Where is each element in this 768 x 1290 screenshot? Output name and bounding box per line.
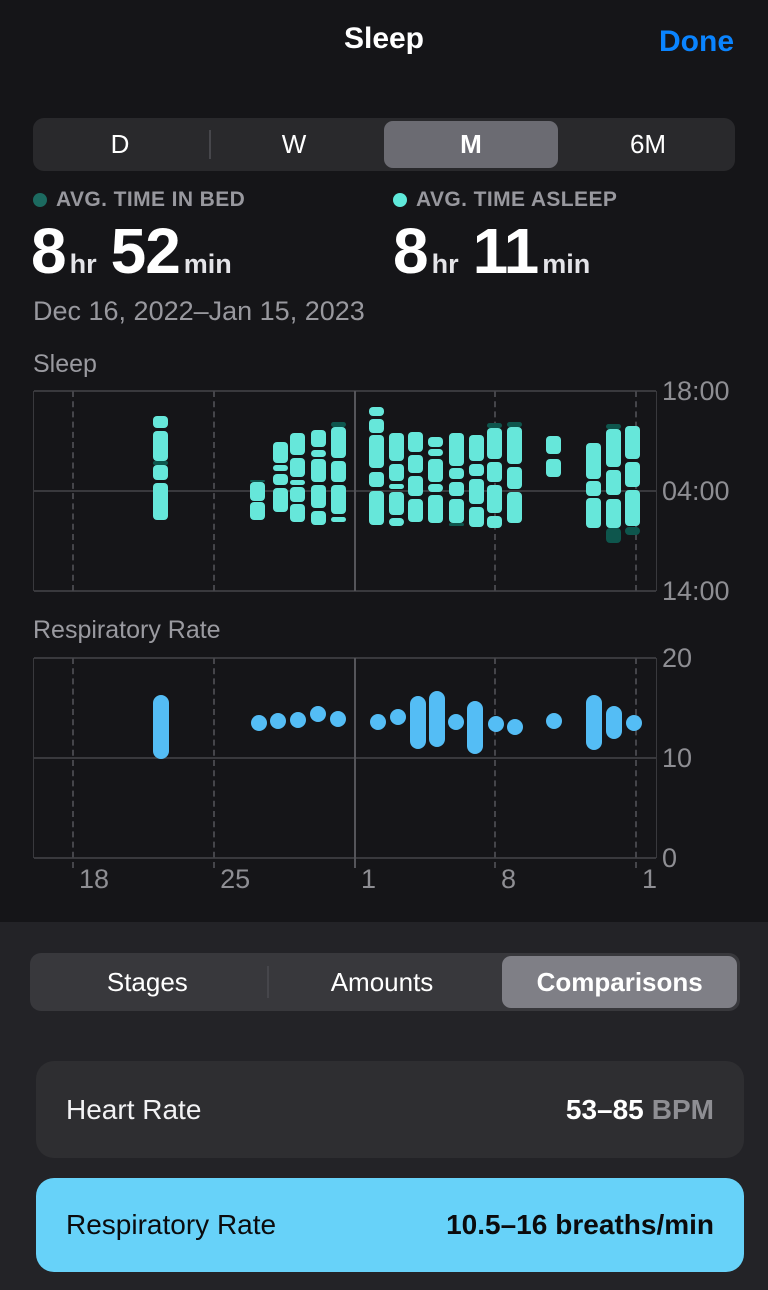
view-segment-stages[interactable]: Stages xyxy=(106,966,188,997)
page-title: Sleep xyxy=(343,22,425,55)
period-segment-week[interactable]: W xyxy=(281,129,307,159)
asleep-minutes: 11 xyxy=(472,215,540,287)
avg-time-in-bed-label: AVG. TIME IN BED xyxy=(56,188,246,211)
heart-rate-unit: BPM xyxy=(651,1093,714,1125)
period-selector: D W M 6M xyxy=(33,118,735,171)
avg-time-asleep-legend: AVG. TIME ASLEEP xyxy=(393,188,617,212)
segment-divider xyxy=(266,965,269,999)
segment-divider xyxy=(208,129,211,160)
avg-time-in-bed-value: 8 hr 52 min xyxy=(31,214,246,288)
in-bed-minutes: 52 xyxy=(110,215,181,287)
period-segment-day[interactable]: D xyxy=(110,129,130,159)
respiratory-rate-row[interactable]: Respiratory Rate 10.5–16 breaths/min xyxy=(36,1178,744,1272)
date-range: Dec 16, 2022–Jan 15, 2023 xyxy=(33,296,365,326)
heart-rate-label: Heart Rate xyxy=(66,1093,202,1125)
heart-rate-value-group: 53–85 BPM xyxy=(566,1094,714,1126)
avg-time-asleep-label: AVG. TIME ASLEEP xyxy=(416,188,618,211)
sleep-chart-title: Sleep xyxy=(33,350,97,378)
respiratory-chart-title: Respiratory Rate xyxy=(33,616,221,644)
done-button[interactable]: Done xyxy=(653,24,740,60)
heart-rate-value: 53–85 xyxy=(565,1093,644,1125)
asleep-hours: 8 xyxy=(393,215,429,287)
asleep-minutes-unit: min xyxy=(542,249,591,279)
sleep-plot[interactable] xyxy=(33,390,657,592)
respiratory-rate-unit: breaths/min xyxy=(555,1209,714,1240)
in-bed-minutes-unit: min xyxy=(183,249,232,279)
sleep-y-axis: 18:00 04:00 14:00 xyxy=(662,376,730,606)
respiratory-rate-value: 10.5–16 xyxy=(446,1209,548,1240)
respiratory-y-axis: 20 10 0 xyxy=(662,643,693,873)
view-segment-amounts[interactable]: Amounts xyxy=(330,966,434,997)
asleep-hours-unit: hr xyxy=(431,249,459,279)
in-bed-hours-unit: hr xyxy=(69,249,97,279)
respiratory-rate-label: Respiratory Rate xyxy=(66,1209,277,1240)
avg-time-asleep-value: 8 hr 11 min xyxy=(393,214,604,288)
in-bed-hours: 8 xyxy=(31,215,67,287)
view-segment-comparisons[interactable]: Comparisons xyxy=(502,956,738,1008)
view-selector: Stages Amounts Comparisons xyxy=(30,953,740,1011)
asleep-legend-dot-icon xyxy=(393,193,407,207)
heart-rate-row[interactable]: Heart Rate 53–85 BPM xyxy=(36,1061,744,1158)
avg-time-in-bed-legend: AVG. TIME IN BED xyxy=(33,188,245,212)
period-segment-month[interactable]: M xyxy=(384,121,558,168)
respiratory-rate-value-group: 10.5–16 breaths/min xyxy=(446,1209,714,1241)
in-bed-legend-dot-icon xyxy=(33,193,47,207)
respiratory-plot[interactable] xyxy=(33,657,657,868)
period-segment-6month[interactable]: 6M xyxy=(629,129,667,159)
